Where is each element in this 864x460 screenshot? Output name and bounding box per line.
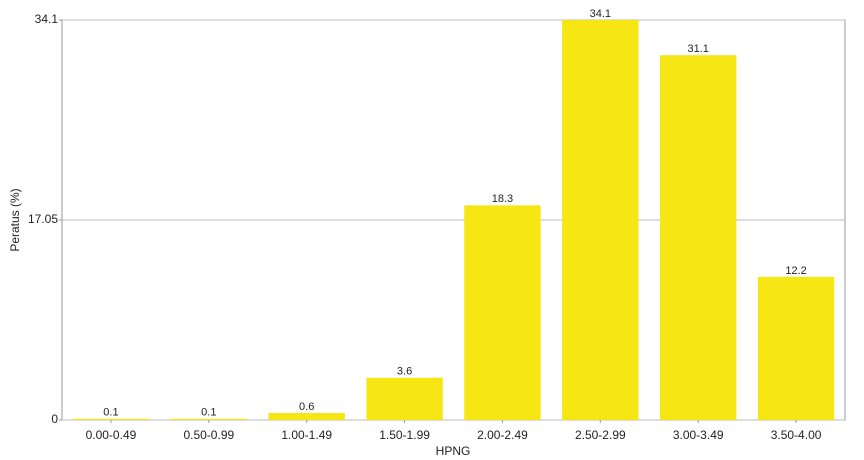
bar bbox=[268, 412, 345, 420]
y-tick-label: 0 bbox=[51, 412, 58, 426]
y-tick-label: 34.1 bbox=[35, 12, 59, 26]
bar bbox=[562, 20, 639, 420]
data-label: 18.3 bbox=[492, 193, 513, 205]
x-tick-label: 0.50-0.99 bbox=[183, 428, 234, 442]
bar bbox=[72, 418, 150, 420]
bar bbox=[464, 205, 541, 420]
x-tick-label: 0.00-0.49 bbox=[86, 428, 137, 442]
x-tick-label: 3.00-3.49 bbox=[673, 428, 724, 442]
x-axis-label: HPNG bbox=[436, 444, 471, 458]
x-tick-label: 2.50-2.99 bbox=[575, 428, 626, 442]
x-tick-label: 3.50-4.00 bbox=[771, 428, 822, 442]
data-label: 31.1 bbox=[687, 43, 708, 55]
bar bbox=[366, 377, 443, 420]
x-tick-label: 1.00-1.49 bbox=[281, 428, 332, 442]
x-tick-label: 2.00-2.49 bbox=[477, 428, 528, 442]
data-label: 12.2 bbox=[785, 265, 806, 277]
data-label: 0.6 bbox=[299, 401, 314, 413]
bar bbox=[660, 55, 737, 421]
x-tick-label: 1.50-1.99 bbox=[379, 428, 430, 442]
data-label: 0.1 bbox=[201, 407, 216, 419]
data-label: 34.1 bbox=[590, 8, 611, 20]
data-label: 3.6 bbox=[397, 366, 412, 378]
bar bbox=[170, 418, 247, 420]
y-axis-label: Peratus (%) bbox=[8, 188, 22, 251]
y-tick-label: 17.05 bbox=[28, 212, 58, 226]
data-label: 0.1 bbox=[103, 407, 118, 419]
bar bbox=[757, 276, 835, 420]
